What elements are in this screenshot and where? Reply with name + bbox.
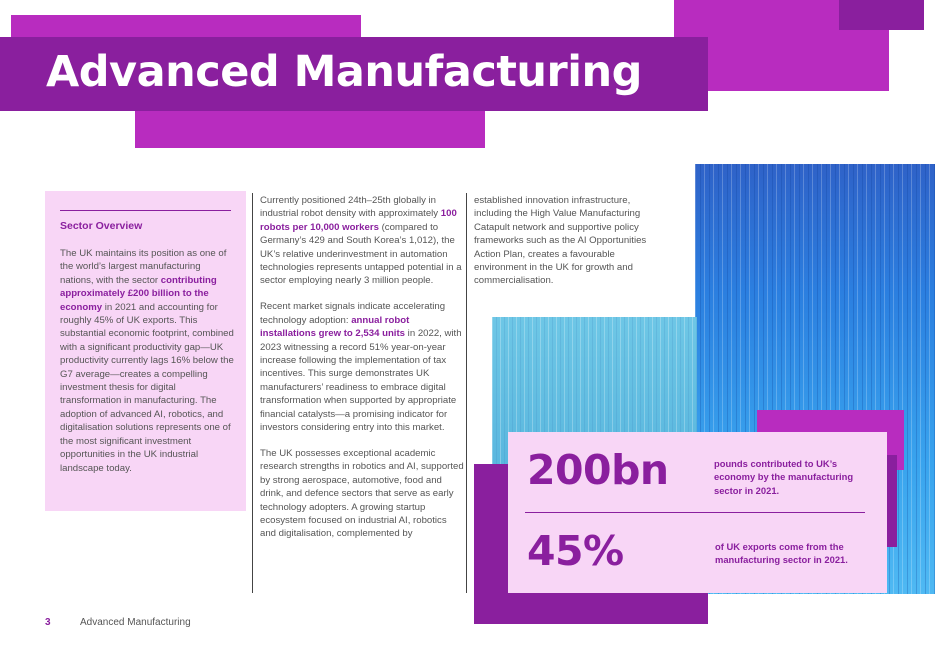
column2-paragraph-1: established innovation infrastructure, i…	[474, 195, 647, 287]
highlight-contribution: contributing approximately £200 billion …	[60, 274, 217, 313]
footer-page-number: 3	[45, 617, 51, 628]
footer-title: Advanced Manufacturing	[80, 617, 191, 628]
title-band	[0, 37, 708, 111]
highlight-installations: annual robot installations grew to 2,534…	[260, 314, 410, 340]
column1-paragraph-1: Currently positioned 24th–25th globally …	[260, 195, 462, 287]
column-divider-left	[252, 193, 253, 593]
highlight-robot-density: 100 robots per 10,000 workers	[260, 208, 457, 233]
sidebar-divider	[60, 210, 231, 211]
body-column-1: Currently positioned 24th–25th globally …	[260, 194, 465, 541]
column1-paragraph-3: The UK possesses exceptional academic re…	[260, 447, 464, 540]
stat-value-exports: 45%	[527, 527, 624, 575]
body-column-2: established innovation infrastructure, i…	[474, 194, 669, 288]
decor-magenta-block-top-left	[11, 15, 361, 39]
column-divider-right	[466, 193, 467, 593]
sector-overview-box	[45, 191, 246, 511]
sidebar-heading: Sector Overview	[60, 220, 143, 232]
stat-description-exports: of UK exports come from the manufacturin…	[715, 541, 848, 566]
column1-paragraph-2: Recent market signals indicate accelerat…	[260, 301, 462, 433]
decor-purple-block-top-right	[839, 0, 924, 30]
decor-magenta-block-under-title	[135, 108, 485, 148]
page-title: Advanced Manufacturing	[46, 47, 642, 97]
stat-description-gdp: pounds contributed to UK’s economy by th…	[714, 458, 854, 496]
stats-divider	[525, 512, 865, 513]
stat-value-gdp: 200bn	[527, 446, 669, 494]
sidebar-paragraph: The UK maintains its position as one of …	[60, 248, 234, 474]
